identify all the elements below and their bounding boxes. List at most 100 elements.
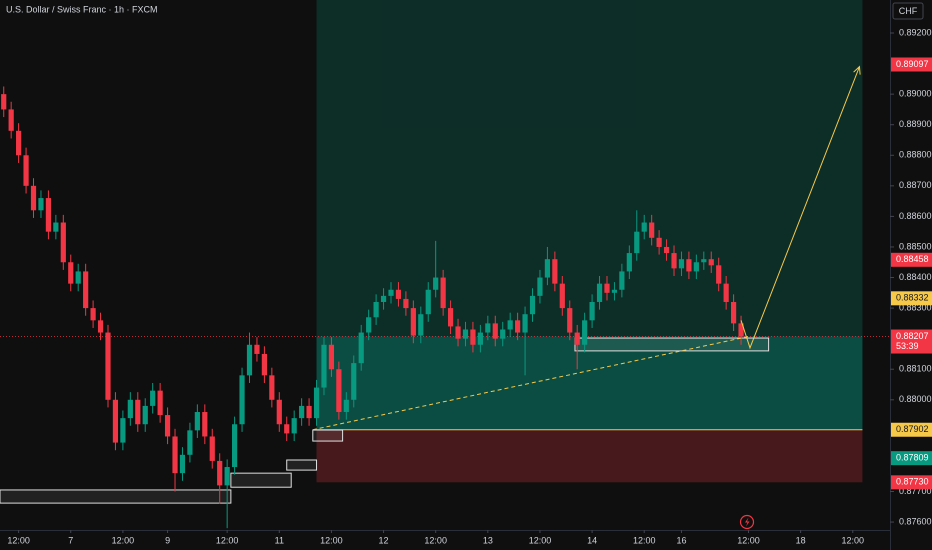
candle-body (328, 344, 335, 370)
candle-body (23, 155, 29, 186)
zone-box (230, 472, 292, 488)
open-profit-zone (316, 336, 863, 430)
candle-body (693, 262, 699, 272)
candle-body (641, 222, 647, 232)
price-label: 0.89097 (896, 59, 929, 69)
currency-box (892, 2, 924, 20)
stop-zone (316, 429, 863, 483)
candle-body (105, 332, 111, 400)
candle-body (269, 375, 275, 400)
y-tick-label: 0.88100 (899, 364, 932, 374)
zone-box (312, 429, 344, 442)
candle-body (150, 390, 156, 406)
projection-arrowhead (853, 65, 861, 75)
candle-body (686, 259, 692, 272)
candle-body (83, 271, 89, 309)
candle-body (663, 246, 670, 254)
candle-body (261, 353, 267, 376)
price-label-box (891, 422, 932, 437)
x-tick-label: 12:00 (112, 535, 135, 545)
candle-body (164, 415, 171, 437)
candle-body (16, 130, 22, 156)
candle-body (172, 436, 178, 474)
candle-body (634, 231, 640, 254)
candle-body (619, 271, 625, 290)
x-tick-label: 12:00 (633, 535, 656, 545)
y-tick-label: 0.89200 (899, 27, 932, 37)
zone-box (286, 459, 318, 471)
y-tick-label: 0.88800 (899, 150, 932, 160)
candle-body (507, 320, 513, 330)
candle-body (90, 308, 96, 321)
candle-body (567, 308, 573, 333)
candle-body (53, 222, 59, 232)
candle-body (395, 289, 402, 299)
candle-body (649, 222, 655, 238)
candle-body (433, 277, 439, 290)
candle-body (299, 405, 305, 419)
candle-body (485, 323, 491, 333)
zone-box (574, 337, 770, 352)
candle-body (716, 265, 722, 284)
candle-body (209, 436, 215, 461)
candle-body (291, 418, 297, 434)
price-label: 0.88458 (896, 254, 929, 264)
candle-body (604, 283, 610, 293)
candle-body (276, 399, 282, 425)
candle-body (730, 301, 737, 324)
price-label: 0.87730 (896, 477, 929, 487)
y-tick-label: 0.88600 (899, 211, 932, 221)
candle-body (589, 301, 595, 321)
candle-body (60, 222, 66, 263)
x-tick-label: 7 (68, 535, 73, 545)
x-tick-label: 13 (483, 535, 493, 545)
price-label: 0.88207 (896, 331, 929, 341)
candle-body (596, 283, 603, 302)
candle-body (217, 460, 223, 486)
candle-body (470, 329, 476, 345)
y-tick-label: 0.88300 (899, 302, 932, 312)
projection (740, 66, 860, 350)
countdown-label: 53:39 (896, 341, 919, 351)
candle-body (671, 253, 677, 269)
x-tick-label: 12:00 (737, 535, 760, 545)
candle-body (30, 185, 37, 211)
candle-body (313, 387, 320, 419)
candle-body (358, 332, 364, 364)
price-label: 0.87902 (896, 424, 929, 434)
candle-body (224, 467, 230, 486)
x-tick-label: 12:00 (320, 535, 343, 545)
candle-body (336, 369, 342, 413)
candle-body (626, 253, 632, 272)
candle-body (246, 344, 253, 376)
candle-body (97, 320, 104, 333)
y-tick-label: 0.88700 (899, 180, 932, 190)
candle-body (447, 308, 454, 327)
candle-body (38, 198, 44, 211)
y-tick-label: 0.88000 (899, 394, 932, 404)
candle-body (284, 424, 290, 434)
candle-body (455, 326, 461, 339)
currency-label: CHF (899, 6, 918, 16)
price-label-box (891, 57, 932, 72)
price-label-box (891, 291, 932, 306)
y-tick-label: 0.87600 (899, 516, 932, 526)
y-tick-label: 0.87700 (899, 486, 932, 496)
candle-body (559, 283, 565, 309)
x-tick-label: 14 (587, 535, 597, 545)
candle-body (708, 259, 714, 266)
candle-body (529, 295, 536, 315)
candle-body (232, 424, 238, 468)
alert-icon[interactable] (739, 514, 755, 530)
trendline (312, 336, 749, 431)
x-tick-label: 12:00 (216, 535, 239, 545)
candle-body (738, 323, 744, 337)
price-label-box (891, 475, 932, 490)
price-label: 0.87809 (896, 453, 929, 463)
price-label-box (891, 329, 932, 354)
price-label: 0.88332 (896, 293, 929, 303)
candle-body (194, 412, 200, 431)
candle-body (306, 405, 312, 419)
